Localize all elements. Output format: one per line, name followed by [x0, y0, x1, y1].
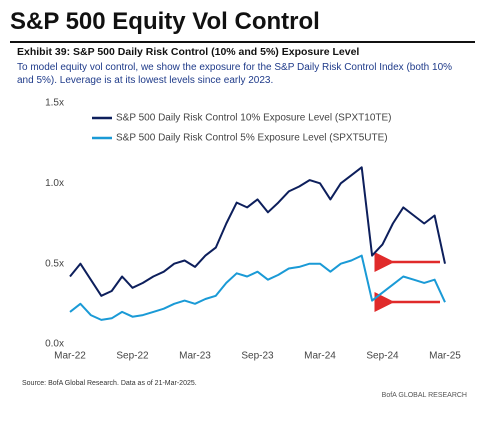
chart-description: To model equity vol control, we show the…: [17, 62, 453, 86]
x-tick-label: Mar-23: [179, 351, 211, 362]
y-tick-label: 0.0x: [45, 339, 64, 350]
legend-label: S&P 500 Daily Risk Control 10% Exposure …: [116, 113, 392, 124]
series-line: [69, 166, 446, 297]
x-tick-label: Sep-22: [116, 351, 149, 362]
x-tick-label: Sep-23: [241, 351, 274, 362]
y-tick-label: 1.0x: [45, 178, 64, 189]
legend-label: S&P 500 Daily Risk Control 5% Exposure L…: [116, 133, 388, 144]
y-tick-label: 1.5x: [45, 98, 64, 109]
series-line: [69, 254, 446, 321]
brand: BofA GLOBAL RESEARCH: [381, 392, 467, 399]
chart-subtitle: Exhibit 39: S&P 500 Daily Risk Control (…: [17, 46, 360, 58]
x-tick-label: Mar-24: [304, 351, 336, 362]
x-tick-label: Mar-25: [429, 351, 461, 362]
x-tick-label: Sep-24: [366, 351, 399, 362]
title-rule: [10, 41, 475, 43]
x-tick-label: Mar-22: [54, 351, 86, 362]
source-note: Source: BofA Global Research. Data as of…: [22, 380, 197, 387]
page-title: S&P 500 Equity Vol Control: [10, 8, 320, 35]
y-tick-label: 0.5x: [45, 258, 64, 269]
